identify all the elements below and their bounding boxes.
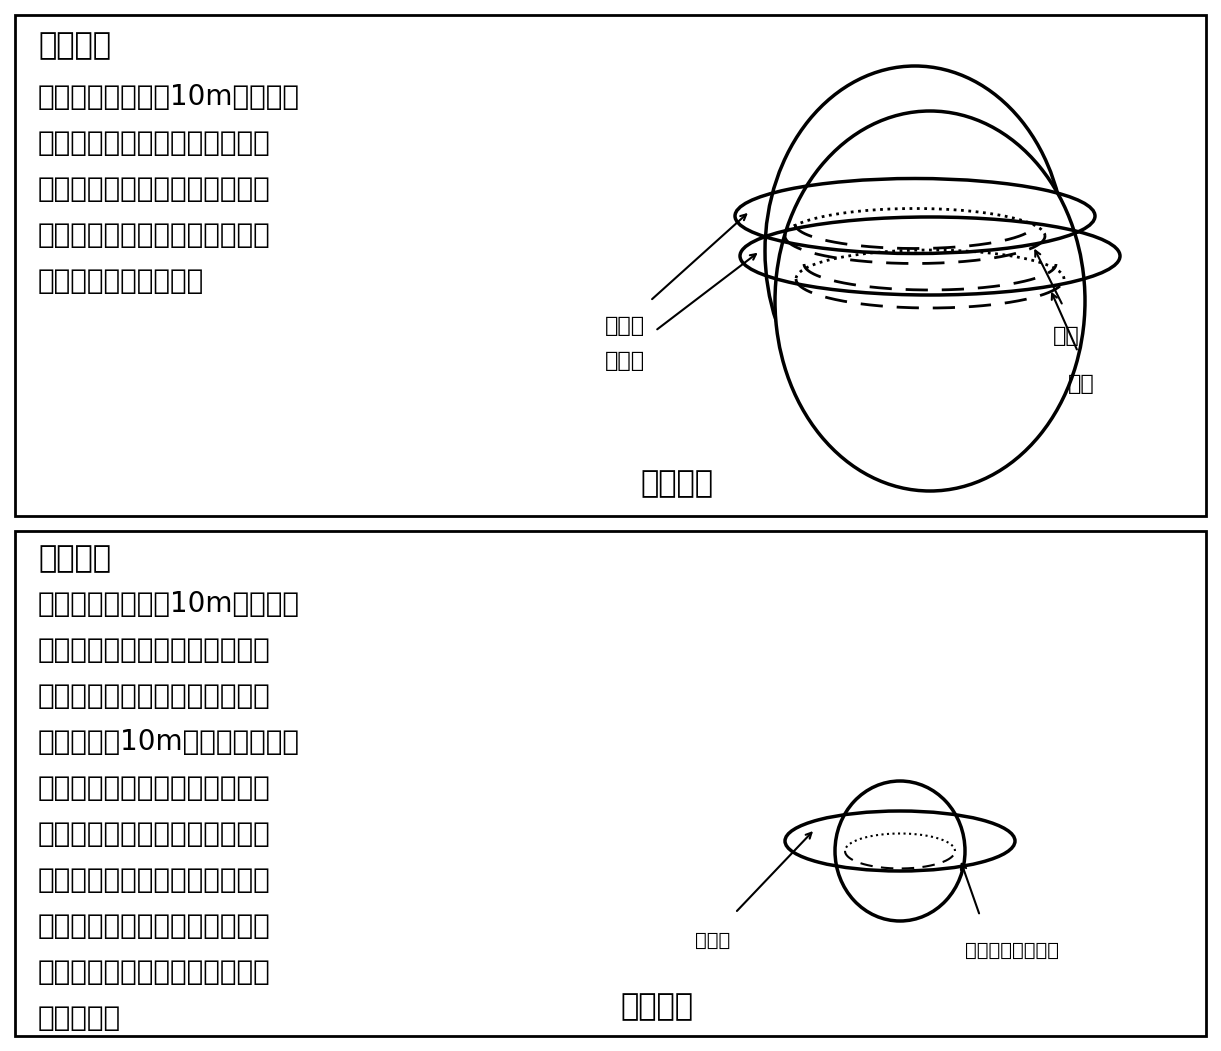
Text: 道の長さの差はどちらが長いで: 道の長さの差はどちらが長いで: [38, 959, 271, 986]
Text: ロープ: ロープ: [604, 351, 645, 371]
Text: ロープを円形に巻くことができ: ロープを円形に巻くことができ: [38, 129, 271, 157]
Ellipse shape: [835, 781, 965, 921]
Bar: [15, 15, 1206, 516]
Text: ロープの長さはどれくらい長い: ロープの長さはどれくらい長い: [38, 221, 271, 249]
Text: たとします。赤道の長さより、: たとします。赤道の長さより、: [38, 176, 271, 203]
Text: 【図２】: 【図２】: [620, 992, 694, 1021]
Text: 赤道: 赤道: [1053, 326, 1079, 346]
Text: ます。地球のロープの長さと赤: ます。地球のロープの長さと赤: [38, 820, 271, 848]
Text: 【図１】: 【図１】: [640, 469, 713, 498]
Text: 地球の赤道上空10mの高さに: 地球の赤道上空10mの高さに: [38, 83, 300, 111]
Ellipse shape: [775, 111, 1085, 491]
Ellipse shape: [766, 66, 1065, 436]
Text: ＜問題＞: ＜問題＞: [38, 544, 111, 573]
Text: 赤道: 赤道: [1068, 374, 1095, 394]
Text: 地球の赤道上空10mの高さに: 地球の赤道上空10mの高さに: [38, 590, 300, 618]
Text: 道の長さの差と、ピンポン玉の: 道の長さの差と、ピンポン玉の: [38, 866, 271, 894]
Text: しょうか。: しょうか。: [38, 1004, 121, 1032]
Text: ピンポン玉の赤道: ピンポン玉の赤道: [965, 941, 1059, 960]
Text: の赤道上空10mの高さにロープ: の赤道上空10mの高さにロープ: [38, 728, 300, 756]
Text: ロープ: ロープ: [604, 316, 645, 336]
Bar: [15, 531, 1206, 1036]
Text: ですか、求めなさい。: ですか、求めなさい。: [38, 267, 204, 295]
Text: ロープの長さとピンポン玉の赤: ロープの長さとピンポン玉の赤: [38, 912, 271, 940]
Text: ＜問題＞: ＜問題＞: [38, 30, 111, 60]
Text: を円形に巻くことができたとし: を円形に巻くことができたとし: [38, 774, 271, 802]
Text: ロープ: ロープ: [695, 931, 730, 950]
Text: ロープを円形に巻くことができ: ロープを円形に巻くことができ: [38, 636, 271, 664]
Text: たとします。また、ピンポン玉: たとします。また、ピンポン玉: [38, 682, 271, 710]
